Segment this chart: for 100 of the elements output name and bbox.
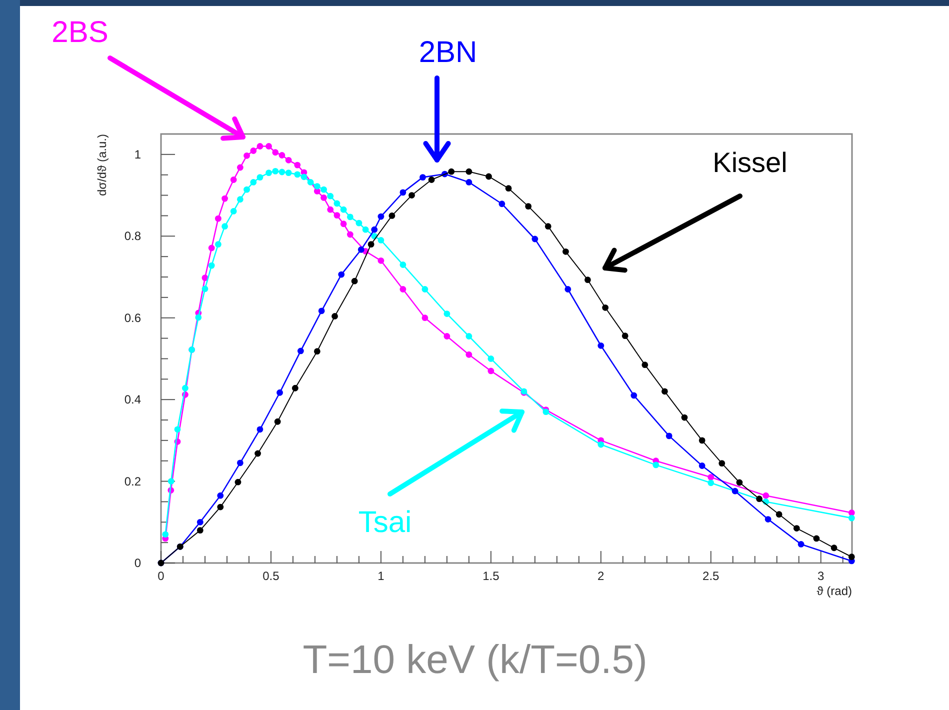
point bbox=[400, 286, 406, 292]
point bbox=[584, 276, 591, 284]
y-axis-title: dσ/dϑ (a.u.) bbox=[95, 134, 109, 196]
point bbox=[230, 176, 237, 183]
point bbox=[732, 488, 738, 494]
x-tick-label: 2.5 bbox=[702, 569, 720, 583]
text: 2BS bbox=[52, 16, 108, 49]
y-tick-label: 0.4 bbox=[124, 392, 142, 407]
point bbox=[214, 241, 222, 248]
point bbox=[378, 237, 384, 244]
point bbox=[718, 460, 726, 467]
y-tick-label: 1 bbox=[134, 147, 142, 162]
point bbox=[168, 478, 174, 484]
point bbox=[230, 208, 237, 214]
point bbox=[346, 214, 354, 220]
point bbox=[356, 220, 362, 226]
point bbox=[266, 143, 272, 150]
point bbox=[244, 186, 250, 193]
point bbox=[314, 183, 320, 190]
point bbox=[622, 332, 628, 340]
point bbox=[195, 314, 202, 321]
point bbox=[217, 504, 224, 510]
point bbox=[776, 511, 782, 518]
point bbox=[466, 333, 472, 340]
point bbox=[498, 200, 506, 208]
y-tick-label: 0.2 bbox=[124, 474, 142, 488]
point bbox=[202, 274, 208, 282]
point bbox=[642, 362, 648, 368]
x-tick-label: 1 bbox=[378, 569, 385, 583]
point bbox=[358, 246, 364, 253]
point bbox=[250, 179, 257, 186]
point bbox=[254, 450, 261, 457]
point bbox=[182, 384, 188, 392]
point bbox=[202, 286, 208, 292]
point bbox=[256, 426, 264, 433]
point bbox=[764, 516, 772, 522]
point bbox=[708, 480, 714, 486]
point bbox=[830, 544, 838, 552]
point bbox=[793, 525, 800, 532]
point bbox=[217, 492, 224, 499]
point bbox=[346, 231, 354, 238]
point bbox=[681, 414, 688, 421]
point bbox=[400, 262, 406, 268]
point bbox=[351, 278, 358, 284]
point bbox=[762, 492, 770, 499]
text: T=10 keV (k/T=0.5) bbox=[302, 638, 648, 682]
point bbox=[408, 192, 415, 198]
point bbox=[300, 174, 308, 180]
point bbox=[250, 148, 257, 154]
point bbox=[505, 185, 512, 192]
point bbox=[340, 206, 347, 213]
point bbox=[334, 200, 340, 207]
point bbox=[532, 236, 538, 242]
point bbox=[488, 368, 494, 374]
point bbox=[400, 189, 406, 196]
point bbox=[320, 194, 327, 201]
point bbox=[334, 212, 340, 219]
point bbox=[314, 348, 320, 355]
point bbox=[272, 149, 279, 156]
point bbox=[236, 460, 244, 466]
x-axis-title: ϑ (rad) bbox=[816, 584, 852, 598]
x-tick-label: 1.5 bbox=[482, 569, 500, 583]
y-tick-label: 0.8 bbox=[124, 229, 142, 244]
point bbox=[378, 257, 384, 264]
point bbox=[422, 314, 428, 322]
point bbox=[422, 286, 428, 292]
point bbox=[292, 384, 298, 392]
point bbox=[848, 554, 855, 560]
point bbox=[798, 541, 804, 548]
x-tick-label: 3 bbox=[818, 569, 825, 583]
point bbox=[307, 179, 314, 186]
text: 2BN bbox=[418, 36, 478, 69]
point bbox=[274, 418, 281, 425]
point bbox=[813, 535, 820, 542]
point bbox=[234, 478, 242, 486]
point bbox=[327, 192, 334, 200]
point bbox=[428, 176, 435, 183]
point bbox=[162, 531, 169, 538]
point bbox=[736, 479, 743, 486]
point bbox=[362, 226, 369, 233]
point bbox=[371, 226, 378, 233]
point bbox=[285, 156, 292, 164]
point bbox=[652, 462, 660, 468]
point bbox=[278, 168, 286, 176]
point bbox=[630, 392, 638, 399]
point bbox=[327, 206, 334, 213]
point bbox=[332, 313, 338, 320]
point bbox=[272, 168, 279, 174]
point bbox=[222, 195, 228, 202]
point bbox=[598, 342, 604, 349]
point bbox=[466, 179, 472, 186]
point bbox=[236, 196, 244, 203]
text: Kissel bbox=[712, 147, 788, 178]
x-tick-label: 0 bbox=[158, 569, 165, 583]
point bbox=[378, 213, 384, 220]
point bbox=[320, 186, 327, 193]
point bbox=[368, 241, 374, 248]
point bbox=[196, 518, 204, 526]
point bbox=[244, 152, 250, 159]
point bbox=[297, 348, 304, 354]
